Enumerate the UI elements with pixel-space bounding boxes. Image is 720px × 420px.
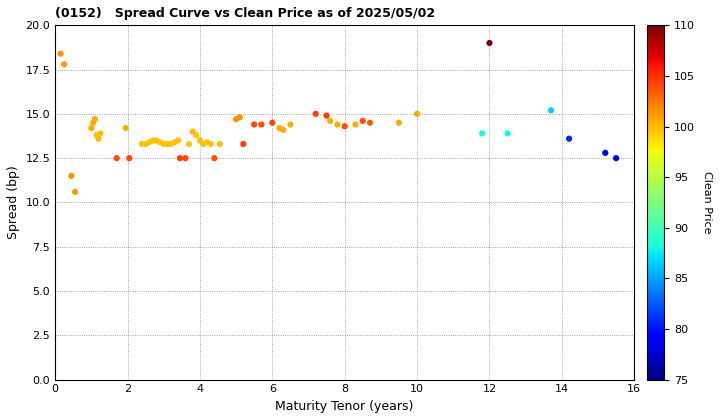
- Point: [111, 155, 122, 162]
- Point: [364, 119, 376, 126]
- Point: [325, 118, 336, 124]
- Point: [284, 121, 296, 128]
- Y-axis label: Clean Price: Clean Price: [702, 171, 712, 234]
- Point: [198, 141, 210, 147]
- Point: [339, 123, 351, 130]
- X-axis label: Maturity Tenor (years): Maturity Tenor (years): [276, 400, 414, 413]
- Point: [277, 126, 289, 133]
- Point: [191, 132, 202, 139]
- Point: [94, 130, 106, 137]
- Point: [86, 125, 97, 131]
- Point: [154, 139, 166, 146]
- Point: [502, 130, 513, 137]
- Point: [393, 119, 405, 126]
- Point: [202, 139, 213, 146]
- Point: [143, 139, 155, 146]
- Point: [611, 155, 622, 162]
- Point: [230, 116, 242, 123]
- Point: [266, 119, 278, 126]
- Point: [310, 110, 321, 117]
- Point: [150, 137, 162, 144]
- Point: [205, 141, 217, 147]
- Text: (0152)   Spread Curve vs Clean Price as of 2025/05/02: (0152) Spread Curve vs Clean Price as of…: [55, 7, 435, 20]
- Point: [274, 125, 285, 131]
- Point: [172, 137, 184, 144]
- Point: [184, 141, 195, 147]
- Point: [91, 132, 102, 139]
- Point: [477, 130, 488, 137]
- Point: [332, 121, 343, 128]
- Point: [209, 155, 220, 162]
- Point: [140, 141, 151, 147]
- Point: [234, 114, 246, 121]
- Point: [187, 128, 199, 135]
- Point: [411, 110, 423, 117]
- Point: [238, 141, 249, 147]
- Point: [58, 61, 70, 68]
- Point: [545, 107, 557, 114]
- Point: [180, 155, 192, 162]
- Point: [69, 189, 81, 195]
- Point: [89, 116, 101, 123]
- Point: [214, 141, 225, 147]
- Point: [168, 139, 180, 146]
- Point: [136, 141, 148, 147]
- Point: [563, 135, 575, 142]
- Point: [248, 121, 260, 128]
- Point: [161, 141, 173, 147]
- Point: [194, 137, 206, 144]
- Point: [165, 141, 176, 147]
- Point: [357, 118, 369, 124]
- Point: [350, 121, 361, 128]
- Point: [158, 141, 169, 147]
- Point: [147, 137, 158, 144]
- Point: [484, 39, 495, 46]
- Point: [321, 112, 333, 119]
- Point: [600, 150, 611, 156]
- Y-axis label: Spread (bp): Spread (bp): [7, 165, 20, 239]
- Point: [174, 155, 186, 162]
- Point: [87, 119, 99, 126]
- Point: [124, 155, 135, 162]
- Point: [55, 50, 66, 57]
- Point: [93, 135, 104, 142]
- Point: [256, 121, 267, 128]
- Point: [120, 125, 132, 131]
- Point: [66, 173, 77, 179]
